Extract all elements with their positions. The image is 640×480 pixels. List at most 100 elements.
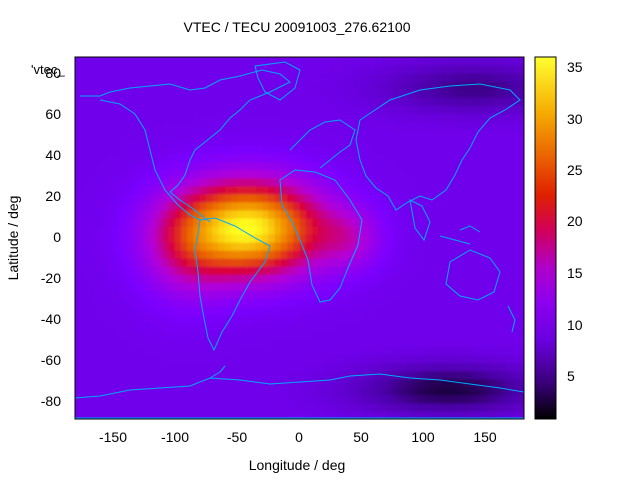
heatmap-cell <box>499 217 506 227</box>
heatmap-cell <box>255 330 263 340</box>
heatmap-cell <box>230 233 238 243</box>
heatmap-cell <box>336 177 344 187</box>
heatmap-cell <box>305 242 313 251</box>
heatmap-cell <box>467 217 475 227</box>
heatmap-cell <box>380 314 388 324</box>
heatmap-cell <box>131 346 138 356</box>
heatmap-cell <box>368 394 375 404</box>
heatmap-cell <box>492 81 500 90</box>
heatmap-cell <box>330 169 338 179</box>
heatmap-cell <box>174 378 182 388</box>
heatmap-cell <box>199 274 207 283</box>
heatmap-cell <box>436 193 444 203</box>
heatmap-cell <box>237 145 244 155</box>
heatmap-cell <box>106 81 114 90</box>
heatmap-cell <box>517 97 524 106</box>
heatmap-cell <box>99 217 107 227</box>
heatmap-cell <box>187 314 195 324</box>
heatmap-cell <box>455 282 463 291</box>
heatmap-cell <box>243 346 251 356</box>
coast-australia <box>445 249 501 301</box>
heatmap-cell <box>355 394 363 404</box>
heatmap-cell <box>255 410 263 419</box>
heatmap-cell <box>368 410 375 419</box>
heatmap-cell <box>274 266 282 275</box>
heatmap-cell <box>424 354 432 364</box>
heatmap-cell <box>212 233 220 243</box>
heatmap-cell <box>311 250 319 259</box>
heatmap-cell <box>212 113 220 122</box>
heatmap-cell <box>249 378 257 388</box>
heatmap-cell <box>137 121 145 130</box>
heatmap-cell <box>81 209 89 219</box>
heatmap-cell <box>193 161 201 171</box>
heatmap-cell <box>81 266 89 275</box>
heatmap-cell <box>480 402 488 412</box>
heatmap-cell <box>249 65 257 74</box>
heatmap-cell <box>118 274 126 283</box>
heatmap-cell <box>486 73 494 82</box>
heatmap-cell <box>87 233 95 243</box>
heatmap-cell <box>474 153 481 163</box>
x-tick-label: -150 <box>99 429 127 445</box>
heatmap-cell <box>212 330 220 340</box>
heatmap-cell <box>411 386 419 396</box>
heatmap-cell <box>511 402 519 412</box>
heatmap-cell <box>511 354 519 364</box>
heatmap-cell <box>361 73 369 82</box>
heatmap-cell <box>137 330 145 340</box>
heatmap-cell <box>293 378 301 388</box>
heatmap-cell <box>268 322 276 332</box>
heatmap-cell <box>299 137 307 147</box>
heatmap-cell <box>499 290 506 299</box>
heatmap-cell <box>156 65 163 74</box>
heatmap-cell <box>449 322 457 332</box>
heatmap-cell <box>81 57 89 66</box>
heatmap-cell <box>380 161 388 171</box>
heatmap-cell <box>106 402 114 412</box>
heatmap-cell <box>81 217 89 227</box>
heatmap-cell <box>287 338 294 348</box>
heatmap-cell <box>455 314 463 324</box>
heatmap-cell <box>430 274 438 283</box>
heatmap-cell <box>343 65 350 74</box>
heatmap-cell <box>93 201 101 211</box>
heatmap-cell <box>411 129 419 139</box>
heatmap-cell <box>436 73 444 82</box>
heatmap-cell <box>174 225 182 235</box>
heatmap-cell <box>181 217 188 227</box>
heatmap-cell <box>499 185 506 195</box>
heatmap-cell <box>442 137 450 147</box>
heatmap-cell <box>324 217 332 227</box>
heatmap-cell <box>368 153 375 163</box>
heatmap-cell <box>268 370 276 380</box>
heatmap-cell <box>75 306 82 316</box>
heatmap-cell <box>430 410 438 419</box>
heatmap-cell <box>274 73 282 82</box>
heatmap-cell <box>417 402 425 412</box>
heatmap-cell <box>137 225 145 235</box>
heatmap-cell <box>106 378 114 388</box>
heatmap-cell <box>461 362 469 372</box>
heatmap-cell <box>218 185 226 195</box>
heatmap-cell <box>355 145 363 155</box>
heatmap-cell <box>137 394 145 404</box>
heatmap-cell <box>230 57 238 66</box>
heatmap-cell <box>143 57 151 66</box>
heatmap-cell <box>511 290 519 299</box>
heatmap-cell <box>386 137 394 147</box>
heatmap-cell <box>112 97 120 106</box>
heatmap-cell <box>230 386 238 396</box>
heatmap-cell <box>361 402 369 412</box>
heatmap-cell <box>274 410 282 419</box>
heatmap-cell <box>205 89 213 98</box>
heatmap-cell <box>99 322 107 332</box>
heatmap-cell <box>393 225 400 235</box>
heatmap-cell <box>255 378 263 388</box>
heatmap-cell <box>205 274 213 283</box>
heatmap-cell <box>224 282 232 291</box>
heatmap-cell <box>349 346 357 356</box>
heatmap-cell <box>318 97 326 106</box>
heatmap-cell <box>124 121 132 130</box>
heatmap-cell <box>474 282 481 291</box>
